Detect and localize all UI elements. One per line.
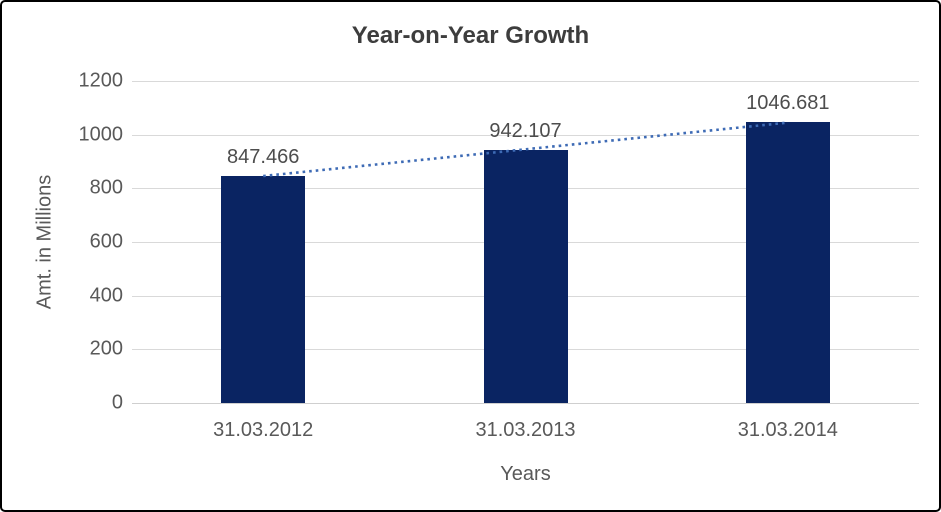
x-tick-label: 31.03.2014 — [737, 419, 838, 441]
y-tick-label: 800 — [89, 176, 123, 199]
x-axis-ticks: 31.03.2012 31.03.2013 31.03.2014 — [132, 418, 919, 444]
y-tick-label: 400 — [89, 284, 123, 307]
y-tick-label: 1000 — [78, 123, 124, 146]
x-tick-label: 31.03.2013 — [475, 419, 576, 441]
y-tick-label: 600 — [89, 230, 123, 253]
data-label: 847.466 — [227, 145, 300, 168]
y-tick-label: 200 — [89, 337, 123, 360]
bar-31.03.2013 — [483, 150, 568, 403]
trendline — [263, 121, 788, 178]
gridline — [132, 81, 919, 82]
y-tick-label: 1200 — [78, 69, 124, 92]
data-label: 942.107 — [489, 120, 562, 143]
data-label: 1046.681 — [746, 92, 830, 115]
x-tick-label: 31.03.2012 — [213, 419, 314, 441]
x-axis-title: Years — [500, 463, 551, 485]
bar-31.03.2014 — [745, 122, 830, 403]
gridline — [132, 134, 919, 136]
plot-area: 847.466 942.107 1046.681 — [132, 81, 919, 404]
bar-31.03.2012 — [221, 175, 306, 403]
x-axis-line — [132, 403, 919, 404]
y-tick-label: 0 — [111, 391, 123, 414]
y-axis-ticks: 0 200 400 600 800 1000 1200 — [2, 70, 124, 414]
chart-title: Year-on-Year Growth — [351, 22, 590, 49]
